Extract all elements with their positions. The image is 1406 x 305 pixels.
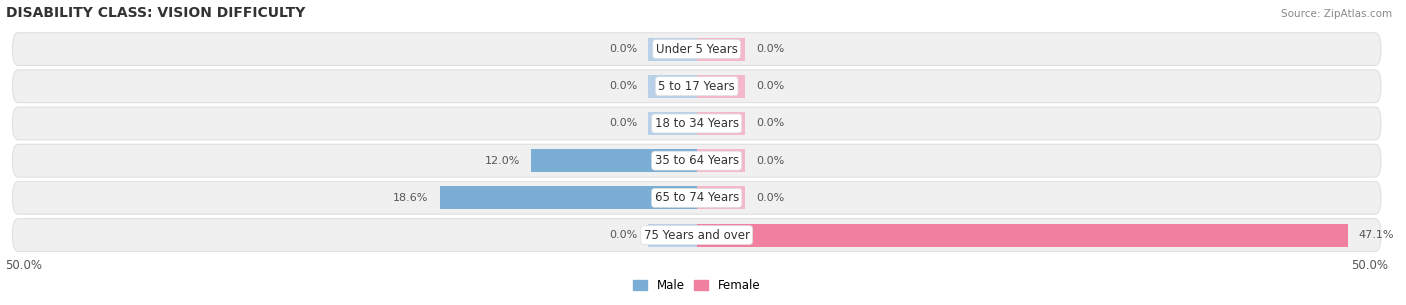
FancyBboxPatch shape [13,219,1381,251]
Text: Source: ZipAtlas.com: Source: ZipAtlas.com [1281,9,1392,19]
FancyBboxPatch shape [13,181,1381,214]
Text: 0.0%: 0.0% [609,118,637,128]
Text: 0.0%: 0.0% [756,44,785,54]
Text: 35 to 64 Years: 35 to 64 Years [655,154,738,167]
Bar [697,149,745,172]
Bar [648,112,697,135]
Bar [697,186,745,210]
Text: 0.0%: 0.0% [609,44,637,54]
Bar [697,38,745,61]
Text: 50.0%: 50.0% [6,259,42,272]
Text: 65 to 74 Years: 65 to 74 Years [655,191,738,204]
Legend: Male, Female: Male, Female [628,274,765,297]
Bar [697,224,1348,247]
Text: 0.0%: 0.0% [756,118,785,128]
Text: DISABILITY CLASS: VISION DIFFICULTY: DISABILITY CLASS: VISION DIFFICULTY [6,5,305,20]
Bar [440,186,697,210]
Text: 18 to 34 Years: 18 to 34 Years [655,117,738,130]
FancyBboxPatch shape [13,33,1381,65]
Text: 0.0%: 0.0% [609,230,637,240]
Text: 0.0%: 0.0% [756,81,785,91]
Bar [531,149,697,172]
Bar [648,75,697,98]
Text: 5 to 17 Years: 5 to 17 Years [658,80,735,93]
Text: Under 5 Years: Under 5 Years [655,42,738,56]
Text: 12.0%: 12.0% [485,156,520,166]
Bar [648,38,697,61]
Text: 0.0%: 0.0% [756,156,785,166]
Text: 18.6%: 18.6% [394,193,429,203]
Text: 0.0%: 0.0% [609,81,637,91]
Bar [697,112,745,135]
FancyBboxPatch shape [13,107,1381,140]
Bar [697,75,745,98]
Text: 0.0%: 0.0% [756,193,785,203]
Text: 50.0%: 50.0% [1351,259,1388,272]
FancyBboxPatch shape [13,144,1381,177]
Bar [648,224,697,247]
Text: 75 Years and over: 75 Years and over [644,228,749,242]
FancyBboxPatch shape [13,70,1381,102]
Text: 47.1%: 47.1% [1358,230,1395,240]
